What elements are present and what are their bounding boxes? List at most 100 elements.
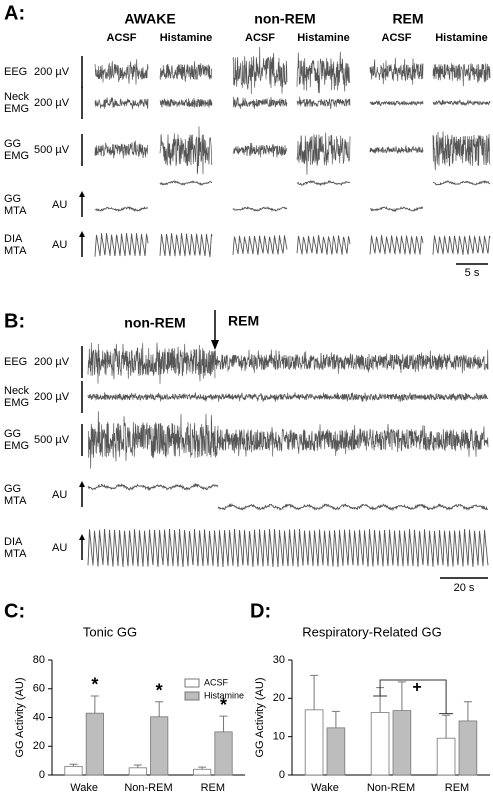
row-label: DIA (4, 536, 23, 548)
condition-label: Histamine (160, 32, 213, 44)
trace (232, 142, 288, 158)
row-scale: 500 µV (34, 434, 70, 446)
bracket (373, 679, 454, 715)
trace (87, 411, 219, 469)
panel-label: D: (250, 600, 271, 622)
y-tick-label: 20 (33, 740, 45, 752)
trace (369, 205, 424, 213)
trace (369, 57, 424, 85)
bar (128, 767, 147, 776)
error-bar (310, 674, 319, 710)
row-scale: 200 µV (34, 391, 70, 403)
trace (432, 234, 491, 255)
row-label: MTA (4, 495, 27, 507)
y-axis-label: GG Activity (AU) (254, 677, 266, 757)
state-label: AWAKE (124, 11, 175, 27)
row-label: DIA (4, 233, 23, 245)
error-bar (69, 763, 78, 767)
row-label: EMG (4, 440, 29, 452)
trace (87, 342, 216, 384)
condition-label: ACSF (245, 32, 275, 44)
y-tick-label: 30 (273, 654, 285, 666)
trace (94, 59, 149, 85)
error-bar (219, 715, 228, 732)
row-label: MTA (4, 205, 27, 217)
row-label: Neck (4, 91, 30, 103)
row-label: EEG (4, 356, 27, 368)
arrow-head (79, 231, 85, 237)
y-axis-label: GG Activity (AU) (14, 677, 26, 757)
trace (87, 528, 489, 568)
arrow-head (79, 534, 85, 540)
trace (296, 96, 351, 109)
bar (214, 731, 233, 776)
legend-label: ACSF (204, 677, 229, 687)
trace (159, 180, 213, 187)
row-scale: AU (52, 489, 67, 501)
trace (369, 235, 424, 256)
bar (392, 710, 412, 776)
row-scale: 200 µV (34, 66, 70, 78)
row-label: Neck (4, 385, 30, 397)
arrow-head (211, 340, 219, 350)
y-tick-label: 40 (33, 711, 45, 723)
state-label: REM (392, 11, 423, 27)
trace (214, 349, 489, 374)
condition-label: ACSF (382, 32, 412, 44)
y-tick-label: 20 (273, 692, 285, 704)
y-tick-label: 0 (39, 769, 45, 781)
x-tick-label: Wake (311, 782, 339, 794)
row-label: GG (4, 483, 21, 495)
trace (159, 61, 213, 82)
condition-label: Histamine (297, 32, 350, 44)
bar (326, 727, 346, 776)
time-label: 5 s (465, 267, 480, 279)
x-tick-label: Non-REM (124, 782, 172, 794)
bar (436, 737, 456, 776)
trace (87, 392, 489, 402)
time-label: 20 s (454, 582, 475, 594)
trace (94, 206, 149, 212)
bar (150, 716, 169, 776)
arrow-head (79, 191, 85, 197)
bar (85, 712, 104, 776)
trace (432, 99, 491, 107)
error-bar (331, 710, 340, 728)
bar (193, 768, 212, 776)
state-annotation: REM (228, 313, 259, 329)
trace (432, 63, 491, 87)
row-scale: AU (52, 239, 67, 251)
panel-label: B: (4, 310, 25, 332)
y-tick-label: 60 (33, 683, 45, 695)
trace (369, 100, 424, 107)
error-bar (397, 681, 406, 711)
error-bar (155, 701, 164, 717)
bar (458, 720, 478, 776)
trace (296, 235, 351, 255)
trace (232, 46, 288, 95)
state-label: non-REM (254, 11, 315, 27)
trace (296, 51, 351, 94)
trace (217, 502, 489, 512)
row-label: GG (4, 138, 21, 150)
trace (432, 131, 491, 171)
bar (370, 712, 390, 776)
row-label: EMG (4, 397, 29, 409)
row-label: GG (4, 193, 21, 205)
condition-label: ACSF (107, 32, 137, 44)
significance: * (156, 680, 163, 700)
panel-label: A: (4, 2, 25, 24)
trace (94, 140, 149, 159)
row-label: MTA (4, 245, 27, 257)
row-scale: 500 µV (34, 144, 70, 156)
x-tick-label: REM (201, 782, 225, 794)
row-label: EMG (4, 103, 29, 115)
trace (159, 97, 213, 108)
bar (304, 709, 324, 776)
trace (217, 423, 489, 457)
error-bar (442, 714, 451, 739)
row-scale: AU (52, 542, 67, 554)
panel-label: C: (4, 600, 25, 622)
trace (159, 233, 213, 258)
